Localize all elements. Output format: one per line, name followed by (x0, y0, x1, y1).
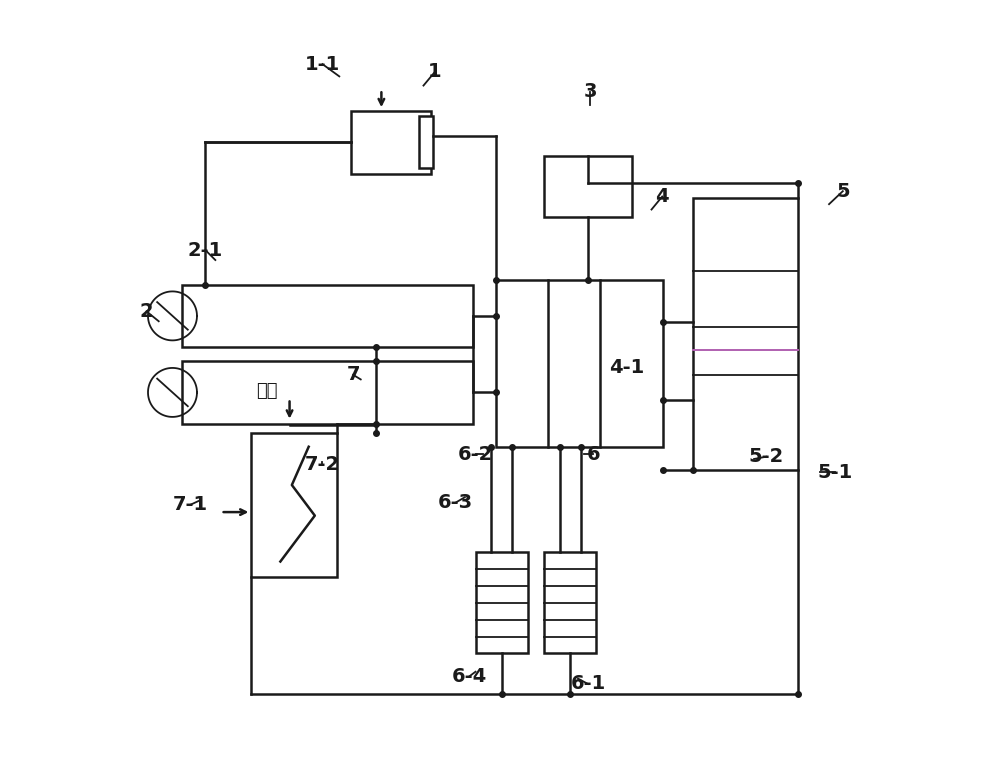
Text: 7-1: 7-1 (173, 495, 208, 515)
Text: 6: 6 (587, 445, 600, 464)
Text: 1-1: 1-1 (305, 55, 340, 74)
Text: 6-2: 6-2 (458, 445, 493, 464)
Text: 4: 4 (655, 187, 669, 206)
Bar (693, 198, 798, 470)
Text: 2: 2 (140, 302, 153, 321)
Text: 6-1: 6-1 (570, 674, 606, 694)
Text: 5-1: 5-1 (818, 462, 853, 482)
Bar (182, 284, 473, 347)
Text: 4-1: 4-1 (609, 358, 644, 376)
Bar (544, 156, 632, 217)
Text: 6-4: 6-4 (452, 667, 487, 686)
Text: 6-3: 6-3 (438, 493, 473, 512)
Bar (251, 433, 337, 577)
Bar (351, 111, 431, 174)
Bar (419, 116, 433, 168)
Bar (182, 361, 473, 424)
Bar (544, 552, 596, 654)
Text: 2-1: 2-1 (188, 240, 223, 260)
Text: 5: 5 (836, 182, 850, 200)
Text: 7-2: 7-2 (305, 455, 340, 474)
Text: 3: 3 (584, 82, 597, 101)
Text: 7: 7 (346, 366, 360, 384)
Text: 排空: 排空 (256, 382, 277, 400)
Bar (496, 280, 663, 447)
Bar (476, 552, 528, 654)
Text: 5-2: 5-2 (749, 447, 784, 466)
Text: 1: 1 (428, 62, 442, 81)
